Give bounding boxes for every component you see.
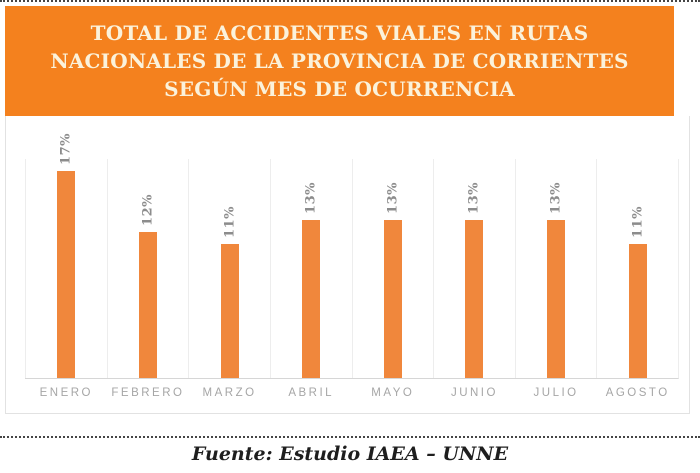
month-label: ABRIL (288, 387, 335, 399)
bar-value-label: 13% (466, 181, 482, 214)
bar-value-label: 12% (140, 194, 156, 227)
plot-area: 17% ENERO 12% FEBRERO 11% MARZO 13% ABRIL 13% MAY… (25, 133, 679, 399)
month-label: ENERO (39, 387, 94, 399)
chart-column: 13% JUNIO (433, 159, 515, 399)
chart-column: 12% FEBRERO (106, 159, 189, 399)
bar-value-label: 13% (548, 181, 564, 214)
chart-column: 11% MARZO (188, 159, 270, 399)
title-line-2: NACIONALES DE LA PROVINCIA DE CORRIENTES (50, 49, 629, 73)
chart-column: 13% MAYO (351, 159, 434, 399)
chart-column: 11% AGOSTO (596, 159, 678, 399)
month-label: FEBRERO (111, 387, 185, 399)
bar (57, 171, 76, 378)
bar (547, 219, 566, 378)
bar (465, 219, 484, 378)
month-label: AGOSTO (605, 387, 670, 399)
bar (220, 244, 239, 378)
title-block: TOTAL DE ACCIDENTES VIALES EN RUTAS NACI… (5, 6, 674, 116)
bar (138, 232, 157, 378)
bar (302, 219, 321, 378)
chart-column: 17% ENERO (25, 133, 107, 399)
bar-value-label: 13% (385, 181, 401, 214)
bar-value-label: 11% (222, 206, 238, 239)
bar-value-label: 13% (303, 181, 319, 214)
title-line-1: TOTAL DE ACCIDENTES VIALES EN RUTAS (90, 21, 589, 45)
month-label: JULIO (533, 387, 579, 399)
bar (628, 244, 647, 378)
month-label: MARZO (202, 387, 257, 399)
bar-value-label: 11% (630, 206, 646, 239)
bar-value-label: 17% (58, 133, 74, 166)
bottom-dotted-separator (0, 436, 700, 438)
top-dotted-separator (0, 0, 700, 2)
source-caption: Fuente: Estudio IAEA – UNNE (191, 443, 509, 465)
bar (383, 219, 402, 378)
chart-frame: 17% ENERO 12% FEBRERO 11% MARZO 13% ABRIL 13% MAY… (5, 116, 690, 414)
month-label: JUNIO (450, 387, 498, 399)
chart-column: 13% JULIO (514, 159, 597, 399)
title-line-3: SEGÚN MES DE OCURRENCIA (164, 77, 515, 101)
chart-column: 13% ABRIL (269, 159, 352, 399)
month-label: MAYO (371, 387, 415, 399)
